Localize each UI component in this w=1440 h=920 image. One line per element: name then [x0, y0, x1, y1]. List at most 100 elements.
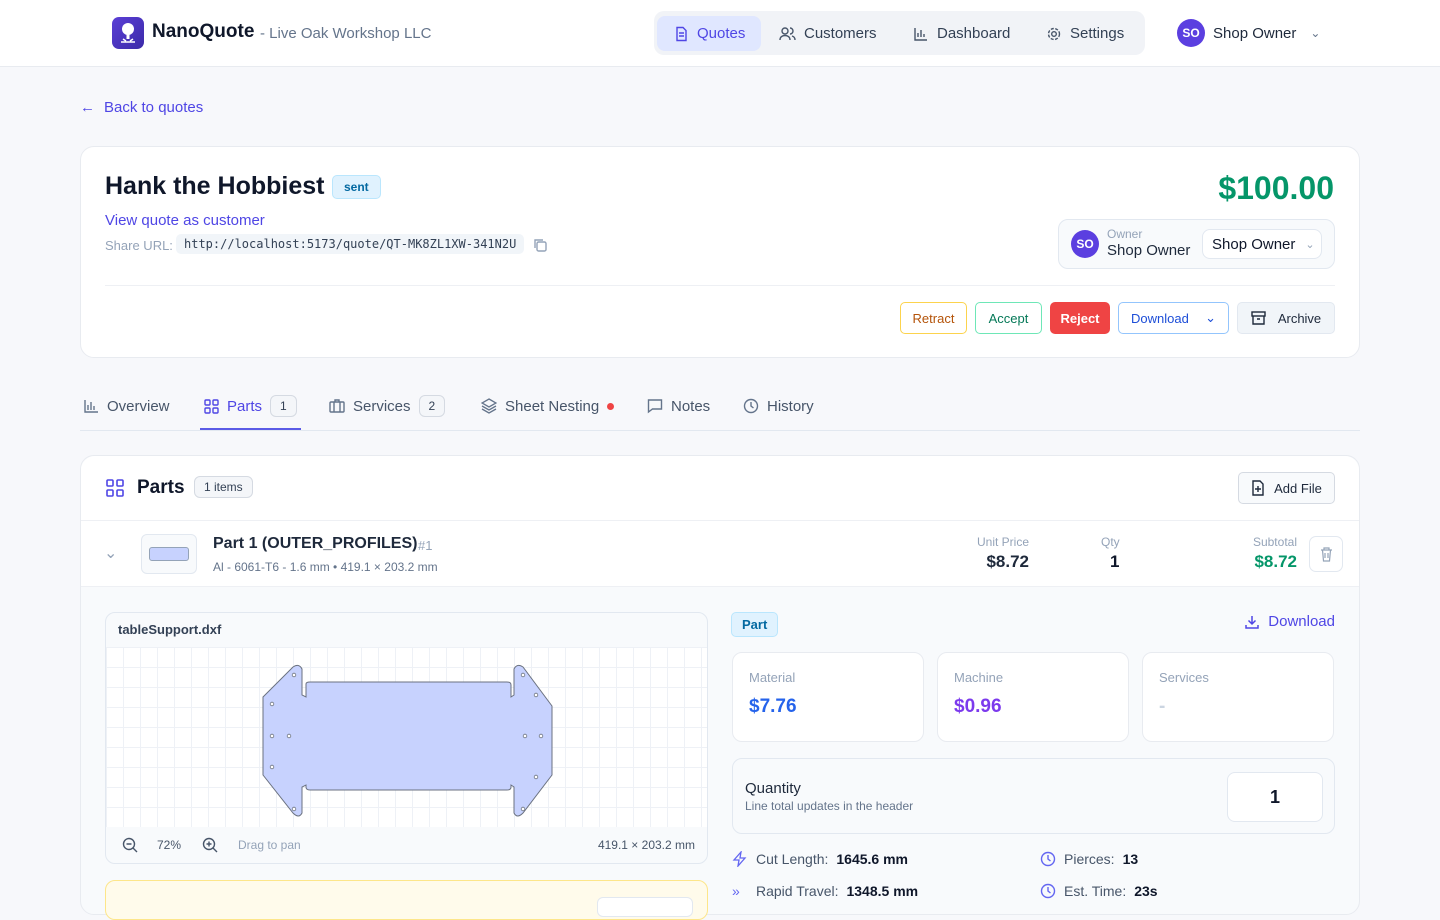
- owner-select[interactable]: Shop Owner ⌄: [1202, 229, 1322, 259]
- warning-panel: [105, 880, 708, 920]
- add-file-button[interactable]: Add File: [1238, 472, 1335, 504]
- file-plus-icon: [1252, 480, 1264, 496]
- metric-value: 23s: [1134, 883, 1158, 899]
- expand-chevron-icon[interactable]: ⌄: [104, 545, 118, 562]
- bar-chart-icon: [84, 400, 98, 413]
- services-cost: -: [1159, 696, 1166, 717]
- user-name: Shop Owner: [1213, 24, 1297, 42]
- arrow-left-icon: ←: [80, 99, 95, 116]
- services-cost-card: Services -: [1142, 652, 1334, 742]
- metric-value: 1348.5 mm: [846, 883, 919, 899]
- retract-button[interactable]: Retract: [900, 302, 967, 334]
- tabs-divider: [80, 430, 1360, 431]
- clock-icon: [1040, 851, 1056, 867]
- download-dropdown-button[interactable]: Download ⌄: [1118, 302, 1229, 334]
- zoom-in-icon[interactable]: [202, 837, 218, 853]
- file-icon: [676, 26, 687, 41]
- app-logo[interactable]: [112, 17, 144, 49]
- warning-action-button[interactable]: [597, 897, 693, 917]
- tab-sheet-nesting[interactable]: Sheet Nesting: [481, 394, 615, 418]
- metric-label: Est. Time:: [1064, 883, 1127, 899]
- view-as-customer-link[interactable]: View quote as customer: [105, 212, 265, 229]
- back-link[interactable]: ← Back to quotes: [80, 99, 203, 116]
- brand-name: NanoQuote: [152, 21, 255, 42]
- part-download-link[interactable]: Download: [1244, 613, 1335, 630]
- tab-label: Overview: [107, 397, 170, 415]
- metric-value: 1645.6 mm: [836, 851, 908, 867]
- share-url[interactable]: http://localhost:5173/quote/QT-MK8ZL1XW-…: [176, 234, 525, 254]
- nav-label: Settings: [1070, 25, 1125, 42]
- quantity-title: Quantity: [745, 780, 801, 797]
- tab-services[interactable]: Services 2: [329, 394, 446, 418]
- tab-count: 2: [418, 395, 446, 417]
- add-file-label: Add File: [1274, 480, 1322, 496]
- tab-notes[interactable]: Notes: [647, 394, 710, 418]
- user-menu[interactable]: SO Shop Owner ⌄: [1177, 19, 1320, 47]
- part-dimensions: 419.1 × 203.2 mm: [597, 838, 695, 852]
- machine-cost: $0.96: [954, 696, 1002, 717]
- material-cost-card: Material $7.76: [732, 652, 924, 742]
- layers-icon: [481, 398, 497, 414]
- divider: [81, 520, 1359, 521]
- delete-part-button[interactable]: [1309, 536, 1343, 572]
- nav-label: Quotes: [697, 25, 746, 42]
- part-spec: Al - 6061-T6 - 1.6 mm • 419.1 × 203.2 mm: [213, 560, 438, 574]
- part-type-badge: Part: [731, 612, 779, 637]
- qty-label: Qty: [1101, 535, 1120, 549]
- metric-pierces: Pierces: 13: [1040, 851, 1138, 867]
- nav-settings[interactable]: Settings: [1030, 16, 1140, 51]
- tab-count: 1: [270, 395, 297, 417]
- archive-label: Archive: [1277, 310, 1322, 326]
- active-tab-indicator: [200, 428, 301, 431]
- nav-customers[interactable]: Customers: [763, 16, 893, 51]
- machine-label: Machine: [954, 670, 1004, 685]
- org-name: - Live Oak Workshop LLC: [260, 25, 432, 42]
- part-drawing: [262, 664, 553, 817]
- qty-value: 1: [1110, 552, 1120, 571]
- owner-select-value: Shop Owner: [1212, 235, 1296, 253]
- tab-history[interactable]: History: [743, 394, 814, 418]
- tab-label: History: [767, 397, 814, 415]
- nav-label: Dashboard: [937, 25, 1011, 42]
- viewer-canvas[interactable]: [106, 647, 707, 827]
- download-label: Download: [1268, 613, 1335, 630]
- bar-chart-icon: [914, 27, 927, 41]
- back-label: Back to quotes: [104, 99, 204, 116]
- zoom-out-icon[interactable]: [122, 837, 138, 853]
- parts-count: 1 items: [194, 476, 253, 498]
- status-badge: sent: [332, 175, 381, 199]
- zoom-level: 72%: [157, 838, 182, 852]
- parts-card-head: [81, 456, 1359, 587]
- bolt-icon: [732, 851, 747, 867]
- users-icon: [779, 26, 796, 40]
- subtotal-label: Subtotal: [1252, 535, 1297, 549]
- unit-price-label: Unit Price: [976, 535, 1029, 549]
- briefcase-icon: [329, 399, 345, 413]
- avatar: SO: [1177, 19, 1205, 47]
- archive-button[interactable]: Archive: [1237, 302, 1335, 334]
- copy-icon[interactable]: [532, 237, 548, 253]
- clock-icon: [1040, 883, 1056, 899]
- tab-label: Services: [353, 397, 411, 415]
- subtotal: $8.72: [1254, 552, 1297, 571]
- reject-button[interactable]: Reject: [1050, 302, 1110, 334]
- part-index: #1: [418, 538, 433, 553]
- chevrons-right-icon: »: [732, 883, 740, 899]
- gear-icon: [1047, 27, 1061, 40]
- metric-est-time: Est. Time: 23s: [1040, 883, 1158, 899]
- owner-avatar: SO: [1071, 230, 1099, 258]
- nav-dashboard[interactable]: Dashboard: [897, 16, 1026, 51]
- tab-overview[interactable]: Overview: [84, 394, 170, 418]
- material-cost: $7.76: [749, 696, 797, 717]
- quantity-input[interactable]: 1: [1227, 772, 1323, 822]
- accept-button[interactable]: Accept: [975, 302, 1042, 334]
- tab-parts[interactable]: Parts 1: [204, 394, 297, 418]
- grid-icon: [106, 479, 124, 497]
- unit-price: $8.72: [986, 552, 1029, 571]
- metric-cut-length: Cut Length: 1645.6 mm: [732, 851, 908, 867]
- nav-label: Customers: [804, 25, 877, 42]
- services-label: Services: [1159, 670, 1209, 685]
- nav-quotes[interactable]: Quotes: [657, 16, 762, 51]
- quantity-panel: Quantity Line total updates in the heade…: [732, 758, 1335, 834]
- quantity-hint: Line total updates in the header: [745, 799, 914, 813]
